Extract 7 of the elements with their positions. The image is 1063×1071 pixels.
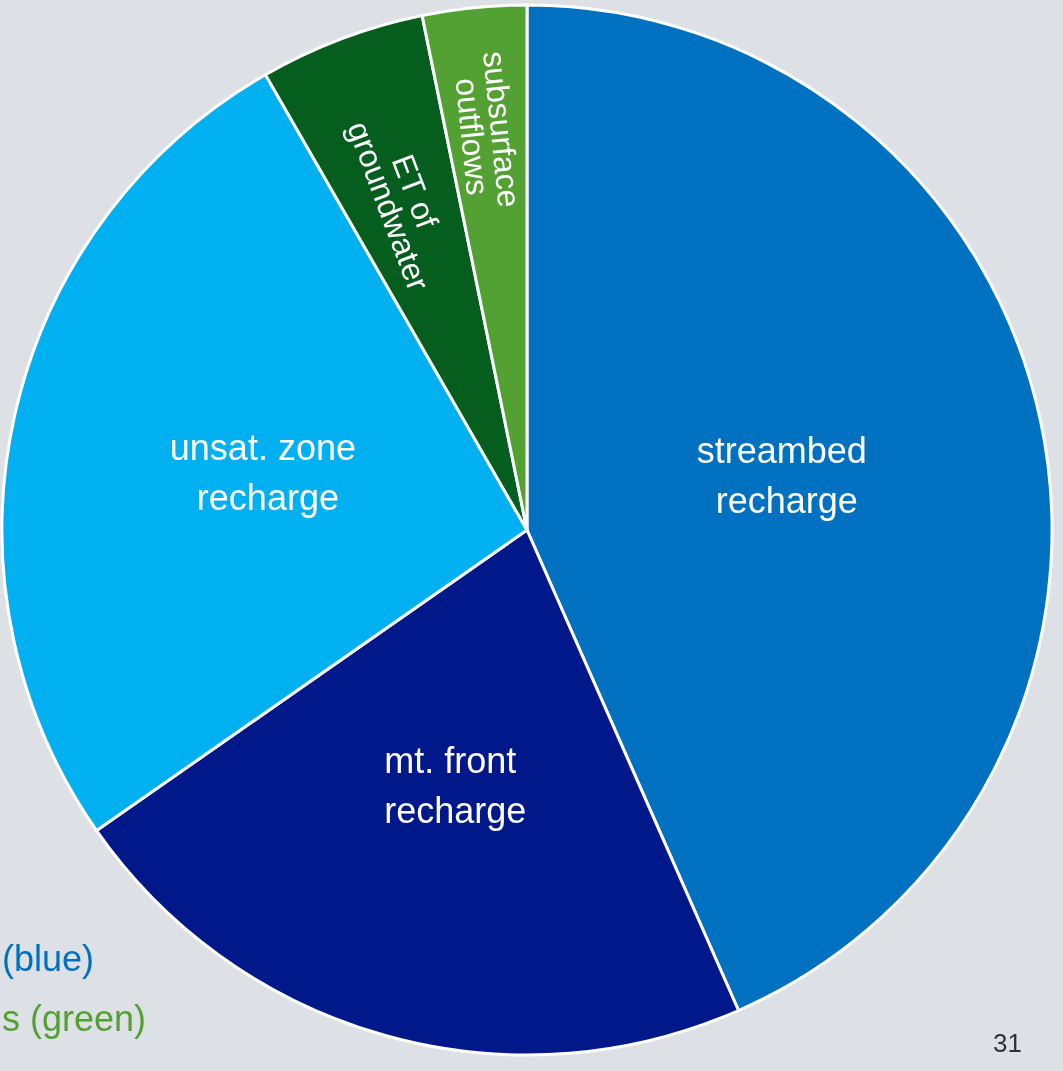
slice-label: mt. front recharge — [384, 740, 527, 832]
slice-label: unsat. zone recharge — [169, 426, 366, 518]
text: 31 — [993, 1028, 1022, 1058]
slice-label: subsurface outflows — [448, 49, 529, 218]
slice-label: streambed recharge — [696, 429, 877, 521]
text: (blue) — [2, 937, 95, 979]
text: s (green) — [2, 997, 147, 1039]
